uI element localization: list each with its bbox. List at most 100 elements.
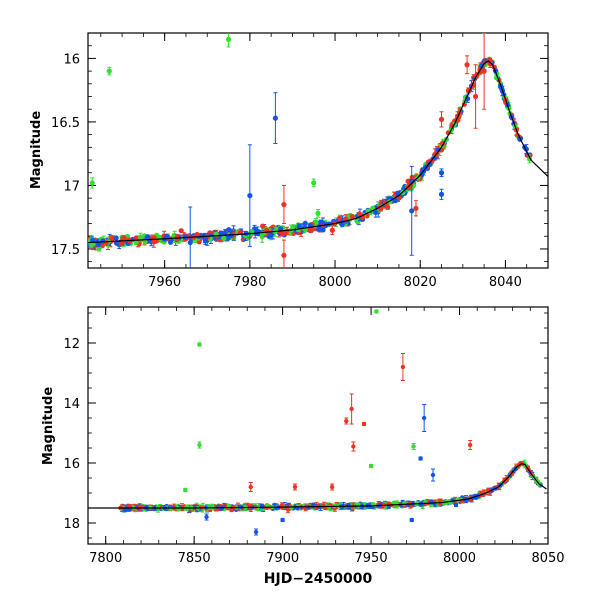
panel-top: 7960 7980 8000 8020 8040 16 16.5 17 17.5 Magnitu… — [29, 32, 549, 290]
data-point — [133, 240, 139, 246]
data-point — [432, 151, 438, 158]
y-tick-label: 16.5 — [51, 116, 80, 131]
data-point — [409, 517, 414, 523]
bottom-ylabel: Magnitude — [41, 387, 56, 466]
top-ylabel: Magnitude — [29, 111, 44, 190]
data-point — [401, 501, 407, 506]
data-point — [90, 237, 96, 243]
x-tick-label: 8050 — [531, 551, 564, 566]
x-tick-label: 7960 — [148, 275, 181, 290]
data-point — [155, 505, 161, 510]
y-tick-label: 18 — [63, 517, 80, 532]
data-point — [349, 214, 355, 220]
data-point — [400, 364, 406, 370]
data-point — [148, 505, 153, 510]
data-point — [453, 502, 459, 508]
data-point — [142, 239, 148, 245]
data-point — [221, 235, 227, 241]
data-point — [405, 502, 410, 508]
data-point — [118, 241, 124, 247]
data-point — [361, 421, 367, 427]
data-point — [392, 501, 397, 507]
data-point — [438, 191, 445, 197]
data-point — [243, 230, 249, 236]
data-point — [316, 226, 322, 232]
data-point — [260, 223, 266, 229]
model-curve — [88, 463, 547, 509]
data-point — [306, 505, 311, 510]
y-tick-label: 17 — [63, 179, 80, 194]
data-point — [280, 517, 285, 523]
x-tick-label: 7900 — [266, 551, 299, 566]
data-point — [113, 235, 119, 241]
data-point — [472, 93, 479, 100]
x-tick-label: 7980 — [233, 275, 266, 290]
data-point — [430, 472, 436, 478]
data-point — [411, 444, 416, 449]
data-point — [289, 505, 294, 510]
data-point — [344, 418, 349, 424]
data-point — [137, 234, 144, 240]
bottom-data-points — [118, 309, 543, 536]
data-point — [202, 236, 209, 242]
x-tick-label: 7950 — [355, 551, 388, 566]
y-tick-label: 16 — [63, 457, 80, 472]
y-tick-label: 16 — [63, 52, 80, 67]
x-tick-label: 8020 — [404, 275, 437, 290]
data-point — [427, 161, 433, 167]
data-point — [290, 224, 296, 230]
data-point — [351, 444, 356, 449]
x-tick-label: 7850 — [178, 551, 211, 566]
top-axes: 7960 7980 8000 8020 8040 16 16.5 17 17.5 — [51, 32, 549, 290]
data-point — [247, 192, 253, 199]
data-point — [374, 309, 379, 314]
data-point — [464, 62, 470, 68]
x-tick-label: 8040 — [489, 275, 522, 290]
data-point — [385, 204, 391, 210]
bottom-axes: 7800 7850 7900 7950 8000 8050 12 14 16 18 — [63, 307, 565, 566]
data-point — [481, 68, 487, 74]
data-point — [311, 180, 317, 186]
data-point — [194, 231, 200, 238]
top-plot-frame — [87, 32, 549, 269]
x-tick-label: 8000 — [318, 275, 351, 290]
data-point — [225, 36, 232, 42]
y-tick-label: 12 — [63, 337, 80, 352]
data-point — [413, 205, 419, 211]
data-point — [438, 170, 445, 176]
data-point — [164, 233, 170, 239]
data-point — [281, 201, 287, 208]
data-point — [184, 506, 190, 512]
data-point — [253, 529, 259, 535]
model-curve — [88, 60, 548, 244]
data-point — [106, 68, 112, 74]
data-point — [373, 209, 379, 215]
data-point — [272, 115, 279, 121]
data-point — [168, 506, 173, 512]
data-point — [409, 208, 415, 214]
data-point — [89, 241, 96, 248]
data-point — [103, 240, 109, 246]
data-point — [315, 210, 321, 216]
data-point — [237, 504, 243, 510]
data-point — [187, 239, 193, 246]
data-point — [228, 232, 234, 239]
x-tick-label: 8000 — [443, 551, 476, 566]
data-point — [226, 227, 232, 233]
data-point — [204, 514, 209, 520]
y-tick-label: 14 — [63, 397, 80, 412]
data-point — [320, 227, 326, 233]
top-model-curve-group — [88, 60, 548, 244]
data-point — [126, 238, 132, 245]
data-point — [120, 235, 126, 242]
data-point — [313, 220, 319, 226]
data-point — [349, 406, 354, 412]
data-point — [339, 222, 345, 228]
data-point — [329, 227, 335, 233]
data-point — [218, 230, 224, 236]
data-point — [438, 116, 445, 122]
data-point — [418, 456, 423, 461]
data-point — [368, 463, 374, 469]
bottom-xlabel: HJD−2450000 — [264, 571, 373, 587]
data-point — [151, 239, 157, 245]
